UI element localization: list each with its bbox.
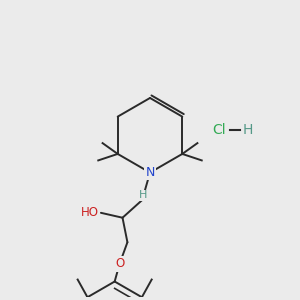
Text: O: O (115, 257, 124, 270)
Text: H: H (139, 190, 147, 200)
Text: N: N (145, 166, 155, 179)
Text: Cl: Cl (212, 123, 226, 137)
Text: H: H (243, 123, 253, 137)
Text: HO: HO (81, 206, 99, 219)
